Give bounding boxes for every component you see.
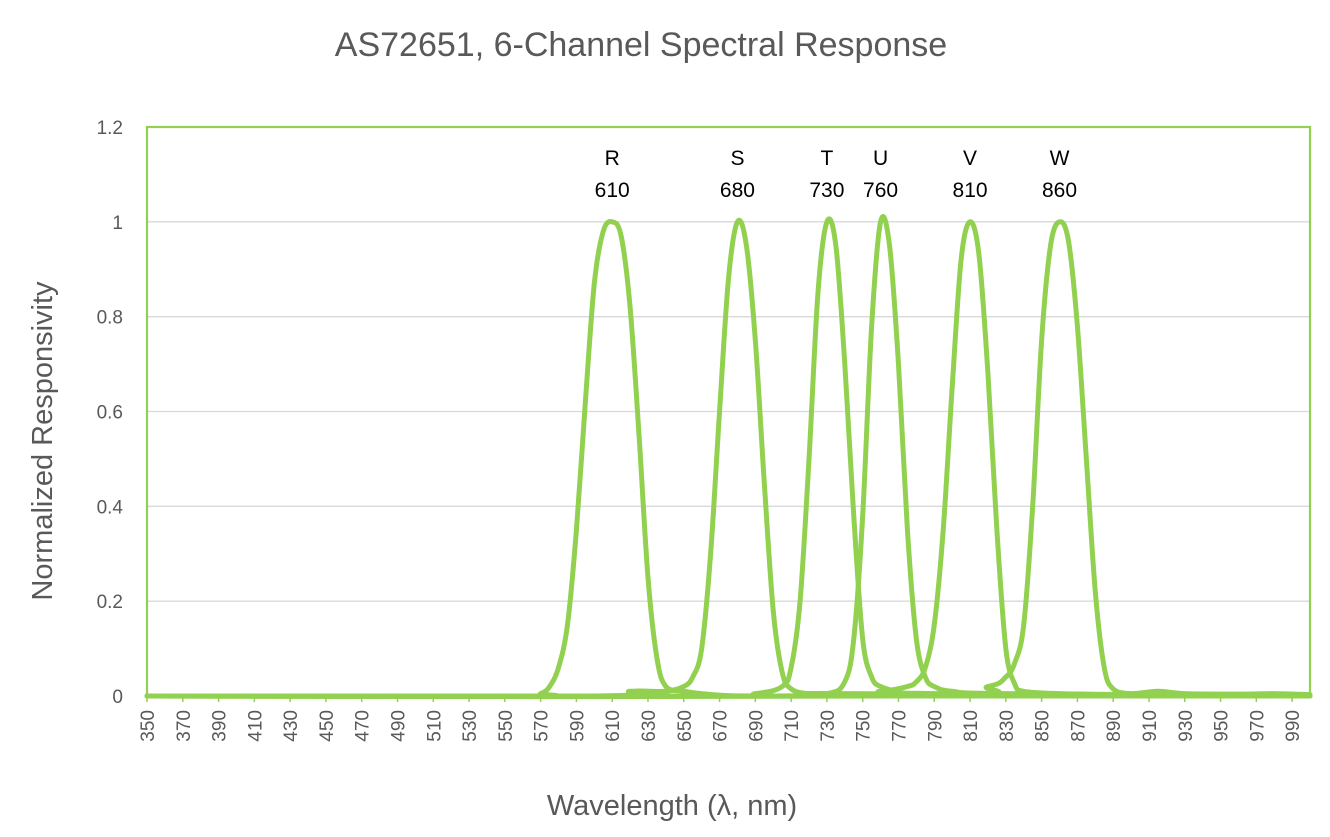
x-tick-label: 490 [388,710,409,742]
x-tick-label: 390 [210,710,231,742]
x-tick-label: 350 [138,710,159,742]
peak-label-name: V [963,147,977,170]
x-tick-label: 990 [1283,710,1304,742]
y-tick-label: 0.8 [97,308,123,329]
x-axis-label: Wavelength (λ, nm) [547,790,797,822]
peak-labels: R 610 S 680 T 730 U 760 V 810 W 860 [595,147,1077,202]
x-tick-label: 670 [711,710,732,742]
peak-label-name: T [820,147,833,170]
peak-label-center: 760 [863,179,898,202]
gridlines [147,221,1310,602]
x-axis-ticks: 350 370 390 410 430 450 470 490 510 530 550 570 590 6… [138,696,1304,742]
x-tick-label: 790 [925,710,946,742]
x-tick-label: 750 [854,710,875,742]
x-tick-label: 810 [961,710,982,742]
peak-label-name: U [873,147,888,170]
x-tick-label: 890 [1104,710,1125,742]
peak-label-name: R [605,147,620,170]
y-tick-label: 1 [112,213,123,234]
y-axis-label: Normalized Responsivity [27,281,59,601]
x-tick-label: 530 [460,710,481,742]
x-tick-label: 370 [174,710,195,742]
x-tick-label: 870 [1068,710,1089,742]
peak-label-name: W [1050,147,1070,170]
x-tick-label: 450 [317,710,338,742]
x-tick-label: 430 [281,710,302,742]
x-tick-label: 570 [532,710,553,742]
x-tick-label: 630 [639,710,660,742]
x-tick-label: 770 [889,710,910,742]
x-tick-label: 610 [603,710,624,742]
series-line-v [144,219,1313,699]
x-tick-label: 690 [746,710,767,742]
y-axis-ticks: 0 0.2 0.4 0.6 0.8 1 1.2 [97,118,124,708]
peak-label-center: 860 [1042,179,1077,202]
y-tick-label: 0.6 [97,403,123,424]
x-tick-label: 910 [1140,710,1161,742]
peak-label-center: 730 [809,179,844,202]
x-tick-label: 590 [567,710,588,742]
x-tick-label: 710 [782,710,803,742]
y-tick-label: 1.2 [97,118,123,139]
y-tick-label: 0.4 [97,497,124,518]
x-tick-label: 930 [1176,710,1197,742]
peak-label-center: 680 [720,179,755,202]
peak-label-center: 610 [595,179,630,202]
peak-label-name: S [730,147,744,170]
x-tick-label: 950 [1212,710,1233,742]
x-tick-label: 850 [1033,710,1054,742]
y-tick-label: 0.2 [97,592,123,613]
y-tick-label: 0 [112,687,123,708]
series-lines [144,214,1313,700]
x-tick-label: 510 [424,710,445,742]
x-tick-label: 550 [496,710,517,742]
x-tick-label: 830 [997,710,1018,742]
series-line-s [144,217,1313,699]
x-tick-label: 730 [818,710,839,742]
chart-title: AS72651, 6-Channel Spectral Response [335,26,947,64]
x-tick-label: 410 [245,710,266,742]
series-line-w [144,219,1313,700]
x-tick-label: 470 [353,710,374,742]
x-tick-label: 650 [675,710,696,742]
x-tick-label: 970 [1247,710,1268,742]
peak-label-center: 810 [953,179,988,202]
